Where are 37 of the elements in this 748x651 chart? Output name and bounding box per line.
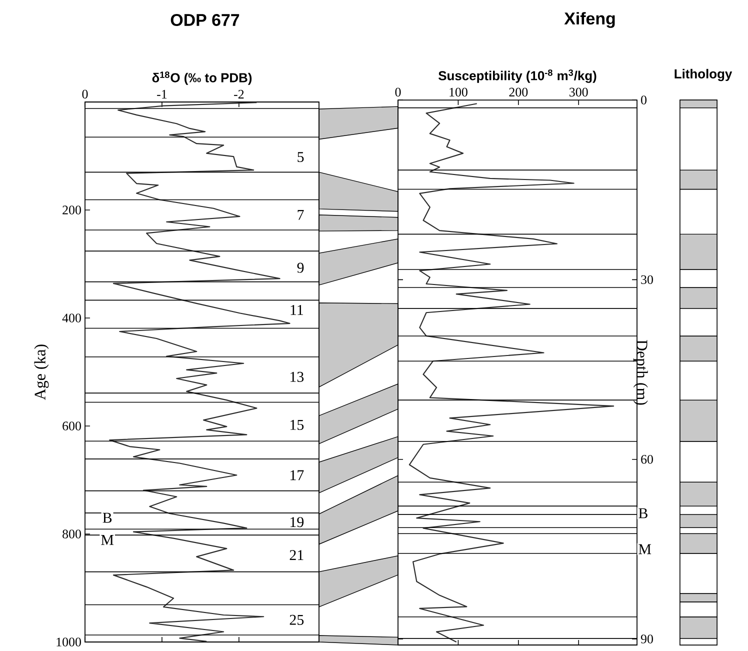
annotation: 17 xyxy=(290,470,304,480)
x-tick-label: -1 xyxy=(157,90,167,98)
annotation: 15 xyxy=(290,420,304,430)
annotation: M xyxy=(638,544,652,554)
y-axis-title: Depth (m) xyxy=(633,340,648,405)
x-tick-label: 300 xyxy=(570,88,588,96)
annotation: 9 xyxy=(297,262,304,273)
y-tick-label: 1000 xyxy=(56,638,81,646)
annotation: 5 xyxy=(298,152,304,162)
chart-title: ODP 677 xyxy=(170,14,240,26)
x-axis-title: δ$^{18}$O (‰ to PDB) xyxy=(152,72,252,85)
y-tick-label: 800 xyxy=(62,530,81,538)
chart-title: Lithology xyxy=(674,68,732,82)
annotation: B xyxy=(638,508,648,518)
x-tick-label: 0 xyxy=(395,88,401,96)
x-axis-title: Susceptibility (10$^{-8}$ m$^{3}$/kg) xyxy=(438,69,596,83)
annotation: 13 xyxy=(290,372,304,382)
y-tick-label: 600 xyxy=(62,422,81,430)
chart-title: Xifeng xyxy=(564,12,615,28)
annotation: B xyxy=(102,512,112,523)
y-tick-label: 400 xyxy=(62,314,81,322)
x-tick-label: 200 xyxy=(509,88,528,96)
annotation: 7 xyxy=(298,210,304,220)
x-tick-label: -2 xyxy=(234,90,244,98)
y-tick-label: 60 xyxy=(641,454,653,464)
x-tick-label: 100 xyxy=(450,88,468,96)
annotation: 19 xyxy=(290,517,304,528)
annotation: M xyxy=(101,535,114,545)
annotation: 25 xyxy=(290,614,304,625)
y-tick-label: 200 xyxy=(62,206,81,214)
annotation: 11 xyxy=(290,304,303,315)
y-tick-label: 30 xyxy=(641,275,653,284)
y-tick-label: 90 xyxy=(640,634,653,644)
y-axis-title: Age (ka) xyxy=(34,344,49,400)
x-tick-label: 0 xyxy=(82,90,88,98)
y-tick-label: 0 xyxy=(641,96,647,104)
annotation: 21 xyxy=(290,550,304,560)
